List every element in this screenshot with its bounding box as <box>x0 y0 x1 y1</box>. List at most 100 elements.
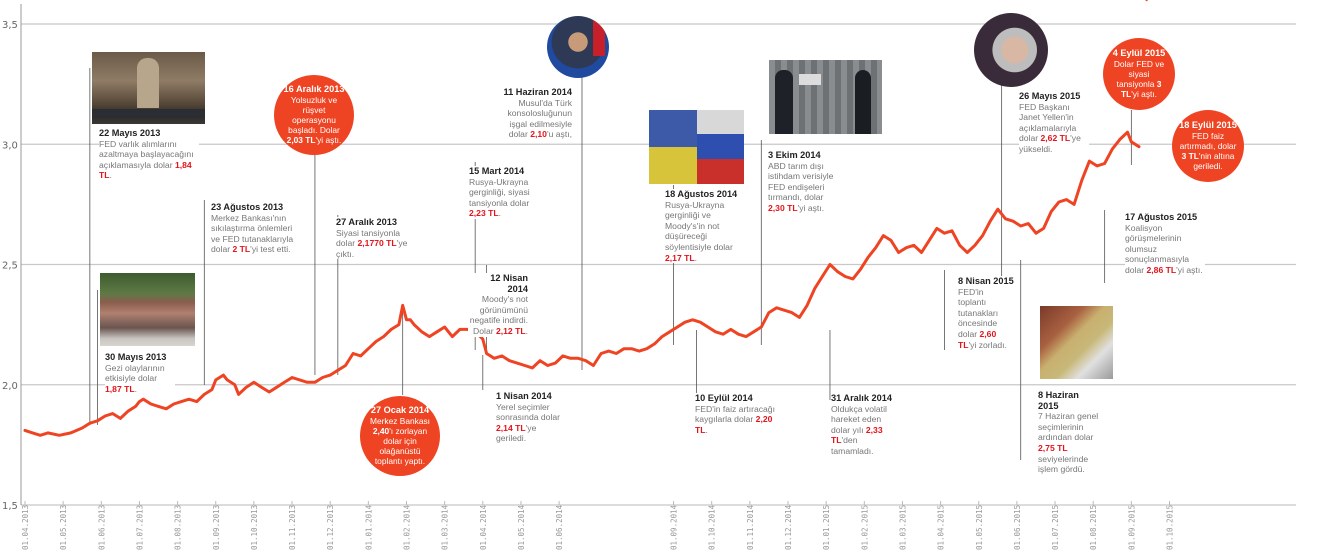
data-point <box>401 304 404 307</box>
data-point <box>737 333 740 336</box>
data-point <box>409 318 412 322</box>
data-point <box>996 207 1000 211</box>
annotation-12-nisan-2014: 12 Nisan 2014 Moody's not görünümünü nega… <box>468 273 528 337</box>
y-tick-label: 2,0 <box>2 381 18 392</box>
data-point <box>214 378 217 382</box>
data-point <box>119 417 122 420</box>
data-point <box>1145 0 1148 2</box>
data-point <box>260 385 263 389</box>
data-point <box>943 232 946 235</box>
data-point <box>222 373 225 377</box>
data-point <box>874 246 877 249</box>
bubble-16-aralik-2013: 16 Aralık 2013 Yolsuzluk ve rüşvet opera… <box>274 75 354 155</box>
data-point <box>622 347 626 350</box>
annotation-27-aralik-2013: 27 Aralık 2013 Siyasi tansiyonla dolar 2,… <box>336 217 420 260</box>
data-point <box>298 378 301 382</box>
data-point <box>813 287 816 290</box>
data-point <box>493 357 496 360</box>
x-tick-label: 01.06.2013 <box>97 505 106 550</box>
data-point <box>1118 138 1122 141</box>
data-point <box>576 357 580 360</box>
data-point <box>912 244 916 247</box>
data-point <box>1126 131 1129 134</box>
x-tick-label: 01.02.2014 <box>403 504 412 550</box>
data-point <box>889 239 893 242</box>
data-point <box>988 220 992 223</box>
annotation-22-mayis-2013: 22 Mayıs 2013 FED varlık alımlarını azalt… <box>99 128 199 181</box>
x-tick-label: 01.09.2014 <box>670 504 679 550</box>
data-point <box>653 342 656 346</box>
data-point <box>1137 145 1141 148</box>
data-point <box>905 246 908 249</box>
data-point <box>561 354 565 358</box>
data-point <box>866 256 870 259</box>
data-point <box>645 347 649 350</box>
bubble-27-ocak-2014: 27 Ocak 2014 Merkez Bankası 2,40'ı zorla… <box>360 396 440 476</box>
data-point <box>760 325 763 329</box>
data-point <box>275 385 278 389</box>
data-point <box>981 234 984 237</box>
y-tick-label: 1,5 <box>2 501 18 512</box>
data-point <box>149 402 153 406</box>
data-point <box>367 347 370 350</box>
data-point <box>390 328 393 331</box>
data-point <box>1011 220 1015 223</box>
annotation-17-agustos-2015: 17 Ağustos 2015 Koalisyon görüşmelerinin … <box>1125 212 1205 276</box>
data-point <box>283 381 286 384</box>
data-point <box>344 364 347 367</box>
data-point <box>172 402 175 406</box>
data-point <box>428 335 431 338</box>
data-point <box>31 431 34 435</box>
x-tick-label: 01.09.2015 <box>1127 505 1136 550</box>
data-point <box>359 354 362 358</box>
data-point <box>782 308 786 312</box>
data-point <box>584 359 588 362</box>
data-point <box>554 361 557 365</box>
data-point <box>210 388 214 391</box>
axes <box>20 4 1170 505</box>
x-tick-label: 01.07.2015 <box>1051 505 1060 550</box>
data-point <box>195 400 198 403</box>
data-point <box>39 434 42 437</box>
x-tick-label: 01.10.2013 <box>250 505 259 550</box>
data-point <box>245 385 248 389</box>
y-tick-label: 2,5 <box>2 261 18 272</box>
annotation-15-mart-2014: 15 Mart 2014 Rusya-Ukrayna gerginliği, si… <box>469 166 541 219</box>
data-point <box>481 337 484 341</box>
data-point <box>668 330 671 334</box>
data-point <box>569 357 572 360</box>
data-point <box>515 361 519 365</box>
data-point <box>203 393 206 396</box>
data-point <box>435 330 439 334</box>
x-tick-label: 01.03.2015 <box>898 505 907 550</box>
data-point <box>267 390 271 394</box>
data-point <box>607 349 610 353</box>
data-point <box>706 325 710 329</box>
annotation-23-agustos-2013: 23 Ağustos 2013 Merkez Bankası'nın sıkıla… <box>211 202 303 255</box>
annotation-8-haziran-2015: 8 Haziran 2015 7 Haziran genel seçimlerin… <box>1038 390 1100 475</box>
data-point <box>405 318 408 322</box>
data-points <box>23 0 1148 437</box>
moodys-office-photo <box>769 60 882 134</box>
data-point <box>81 426 84 430</box>
data-point <box>58 434 61 437</box>
data-point <box>187 397 191 401</box>
data-point <box>691 318 694 322</box>
data-point <box>950 229 954 233</box>
x-tick-label: 01.04.2014 <box>479 504 488 550</box>
data-point <box>935 227 938 230</box>
data-point <box>485 352 488 355</box>
data-point <box>828 263 832 266</box>
x-tick-label: 01.06.2015 <box>1013 505 1022 550</box>
federal-reserve-photo <box>92 52 205 124</box>
data-point <box>798 316 801 319</box>
data-point <box>744 335 748 338</box>
data-point <box>233 383 237 386</box>
data-point <box>836 270 839 273</box>
data-point <box>1019 224 1022 228</box>
data-point <box>1130 140 1133 144</box>
data-point <box>851 277 855 281</box>
data-point <box>290 376 294 379</box>
data-point <box>382 335 385 338</box>
data-point <box>126 410 130 413</box>
